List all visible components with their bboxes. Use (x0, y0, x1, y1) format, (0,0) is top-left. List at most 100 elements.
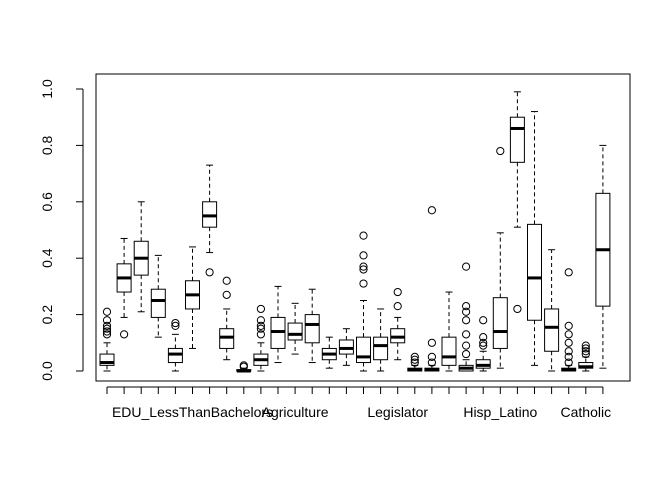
outlier-point (256, 324, 265, 333)
y-tick-label: 1.0 (39, 79, 55, 99)
x-tick-label: EDU_LessThanBachelors (112, 404, 273, 420)
outlier-point (462, 307, 471, 316)
box-6 (185, 246, 200, 349)
box-body (527, 223, 542, 321)
outlier-point (359, 279, 368, 288)
outlier-point (462, 302, 471, 311)
outlier-point (256, 316, 265, 325)
box-17 (373, 308, 389, 372)
box-body (373, 336, 389, 361)
outlier-point (102, 330, 112, 339)
box-26 (527, 111, 542, 366)
box-27 (544, 249, 560, 372)
outlier-point (222, 276, 231, 285)
box-30 (595, 144, 611, 369)
y-tick-label: 0.8 (39, 135, 55, 155)
box-16 (356, 231, 371, 372)
outlier-point (171, 318, 180, 328)
outlier-point (359, 231, 368, 240)
outlier-point (427, 358, 436, 367)
box-4 (150, 254, 166, 338)
outlier-point (581, 344, 590, 353)
box-14 (321, 336, 337, 369)
outlier-point (564, 268, 573, 277)
outlier-point (359, 262, 368, 271)
outlier-point (427, 338, 436, 347)
box-11 (270, 285, 286, 364)
y-tick-label: 0.6 (39, 192, 55, 212)
box-18 (390, 287, 406, 361)
box-20 (424, 206, 440, 372)
box-body (492, 297, 508, 349)
outlier-point (256, 304, 265, 314)
outlier-point (393, 287, 402, 297)
outlier-point (102, 327, 112, 336)
outlier-point (479, 316, 488, 325)
box-body (509, 116, 525, 163)
boxes-layer (99, 91, 611, 373)
box-body (99, 353, 115, 366)
outlier-point (564, 358, 573, 367)
box-28 (561, 268, 577, 372)
box-15 (338, 328, 354, 366)
outlier-point (427, 206, 436, 215)
box-23 (475, 316, 491, 372)
outlier-point (102, 316, 112, 325)
outlier-point (393, 302, 402, 311)
box-24 (492, 146, 508, 369)
box-5 (167, 318, 183, 372)
outlier-point (102, 307, 112, 316)
outlier-point (120, 330, 129, 339)
outlier-point (564, 321, 573, 330)
outlier-point (256, 321, 265, 330)
outlier-point (462, 330, 471, 339)
plot-frame (95, 73, 631, 382)
box-body (287, 322, 303, 341)
box-13 (304, 288, 320, 364)
x-tick-label: Legislator (367, 404, 428, 420)
y-tick-label: 0.2 (39, 305, 55, 325)
outlier-point (581, 347, 590, 356)
box-2 (116, 237, 132, 339)
outlier-point (513, 304, 522, 314)
x-tick-label: Hisp_Latino (463, 404, 537, 420)
outlier-point (427, 352, 436, 361)
outlier-point (410, 358, 419, 367)
outlier-point (581, 349, 590, 359)
outlier-point (462, 316, 471, 325)
outlier-point (462, 349, 471, 359)
outlier-point (479, 341, 488, 350)
outlier-point (564, 330, 573, 339)
outlier-point (359, 251, 368, 260)
box-21 (441, 291, 457, 372)
outlier-point (581, 341, 590, 350)
box-3 (133, 201, 149, 313)
outlier-point (479, 338, 488, 347)
box-29 (578, 341, 594, 372)
outlier-point (462, 262, 471, 271)
outlier-point (564, 347, 573, 356)
outlier-point (479, 333, 488, 342)
box-8 (219, 276, 235, 361)
outlier-point (564, 338, 573, 347)
y-tick-label: 0.0 (39, 361, 55, 381)
box-7 (202, 164, 218, 277)
x-tick-label: Agriculture (262, 404, 329, 420)
outlier-point (171, 321, 180, 330)
y-tick-label: 0.4 (39, 248, 55, 268)
box-body (356, 336, 371, 364)
box-body (304, 314, 320, 344)
outlier-point (102, 321, 112, 330)
box-19 (407, 352, 423, 372)
box-body (441, 336, 457, 366)
box-22 (458, 262, 474, 372)
outlier-point (496, 146, 505, 156)
box-1 (99, 307, 115, 372)
x-tick-label: Catholic (561, 404, 612, 420)
outlier-point (102, 324, 112, 333)
outlier-point (564, 352, 573, 361)
outlier-point (222, 290, 231, 299)
